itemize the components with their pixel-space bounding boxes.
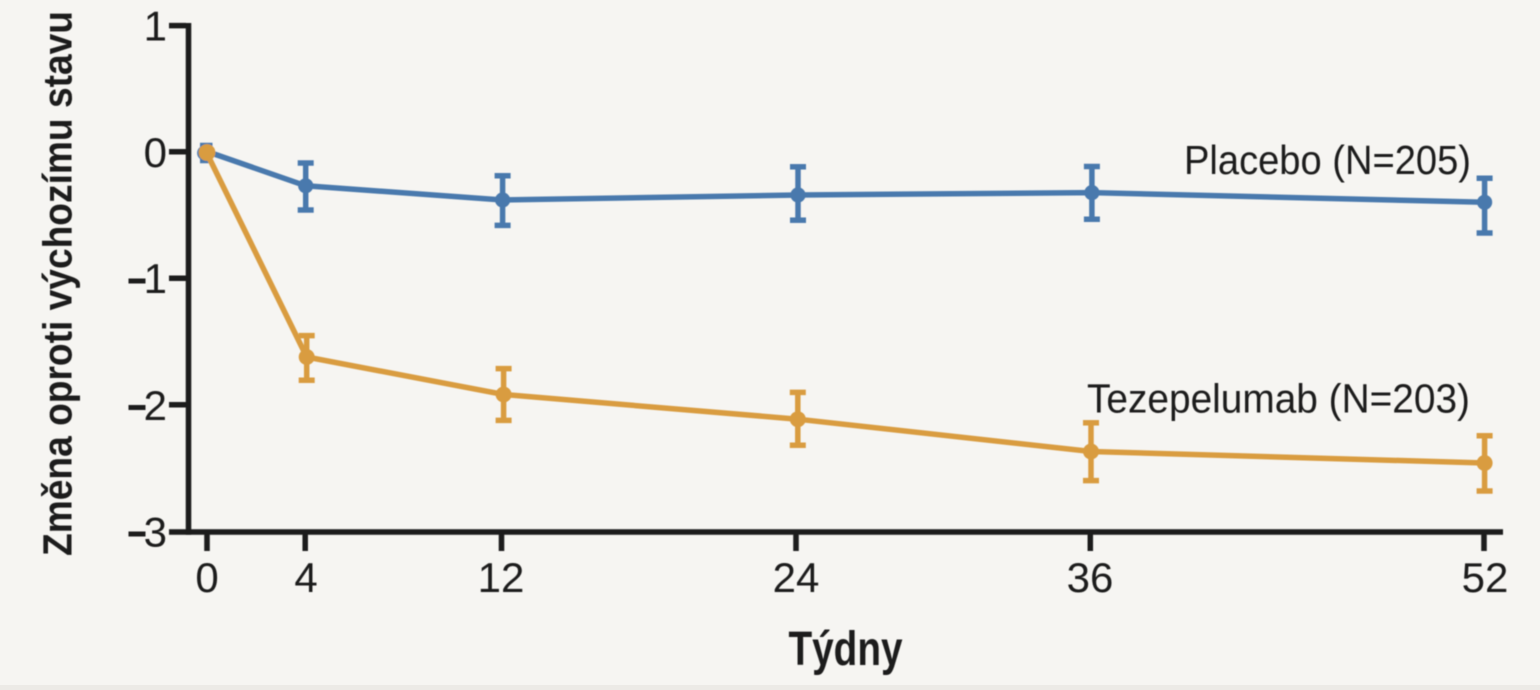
svg-text:Placebo (N=205): Placebo (N=205) <box>1184 137 1471 183</box>
svg-text:12: 12 <box>478 554 525 601</box>
svg-text:0: 0 <box>144 129 167 176</box>
svg-text:24: 24 <box>773 554 820 601</box>
svg-text:36: 36 <box>1067 554 1114 601</box>
svg-text:4: 4 <box>294 554 317 601</box>
svg-text:1: 1 <box>144 255 167 302</box>
svg-text:1: 1 <box>144 3 167 50</box>
svg-text:Tezepelumab (N=203): Tezepelumab (N=203) <box>1087 375 1470 421</box>
svg-text:3: 3 <box>144 509 167 556</box>
svg-text:2: 2 <box>144 382 167 429</box>
svg-text:52: 52 <box>1462 554 1509 601</box>
svg-text:0: 0 <box>195 554 218 601</box>
svg-text:Změna oproti výchozímu stavu: Změna oproti výchozímu stavu <box>35 11 81 556</box>
svg-text:Týdny: Týdny <box>789 623 903 676</box>
